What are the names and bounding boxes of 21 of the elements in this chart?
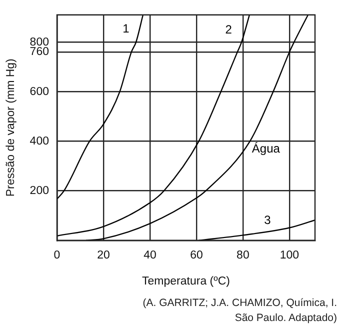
line-series: [85, 14, 309, 240]
y-tick-label: 400: [30, 135, 49, 148]
series-label: 1: [122, 21, 130, 36]
x-tick-label: 60: [190, 249, 203, 262]
x-tick-label: 80: [236, 249, 250, 262]
x-tick-label: 40: [144, 249, 156, 262]
y-tick-label: 200: [30, 185, 49, 198]
x-axis-title: Temperatura (ºC): [142, 275, 230, 288]
y-tick-label: 760: [30, 46, 49, 58]
y-tick-label: 800: [30, 36, 49, 48]
series-label: 2: [225, 22, 232, 36]
y-tick-label: 600: [30, 86, 49, 98]
line-series: [56, 14, 250, 237]
line-series: [56, 14, 144, 200]
y-axis-title: Pressão de vapor (mm Hg): [5, 58, 18, 197]
series-label: 3: [264, 213, 272, 228]
series-label: Água: [252, 142, 280, 156]
x-tick-label: 0: [54, 249, 60, 262]
x-tick-label: 100: [280, 249, 300, 262]
x-tick-label: 20: [97, 249, 110, 262]
text: (A. GARRITZ; J.A. CHAMIZO, Química, I. São Paulo. Adaptado): [142, 296, 337, 326]
